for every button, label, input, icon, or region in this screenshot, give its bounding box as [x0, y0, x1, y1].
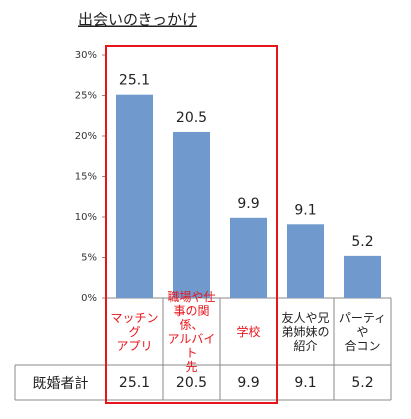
y-tick-label: 25%: [75, 91, 97, 102]
category-label: 学校: [236, 324, 261, 339]
data-label: 9.9: [237, 196, 259, 212]
data-label: 25.1: [119, 73, 150, 89]
table-value: 5.2: [351, 374, 374, 391]
y-tick-label: 5%: [81, 253, 97, 264]
table-value: 9.1: [294, 374, 317, 391]
table-value: 20.5: [175, 374, 208, 391]
table-value: 25.1: [118, 374, 151, 391]
chart-title: 出会いのきっかけ: [78, 11, 197, 29]
bar: [230, 217, 267, 298]
table-value: 9.9: [237, 374, 260, 391]
bar: [287, 224, 324, 298]
bar: [173, 131, 210, 298]
y-tick-label: 20%: [75, 131, 97, 142]
category-label: 職場や仕 事の関係、 アルバイト 先: [167, 290, 216, 374]
row-header: 既婚者計: [32, 375, 89, 392]
y-tick-label: 30%: [75, 50, 97, 61]
category-label: マッチング アプリ: [110, 310, 159, 353]
category-label: パーティや 合コン: [338, 310, 387, 353]
category-label: 友人や兄 弟姉妹の 紹介: [281, 310, 330, 353]
data-label: 20.5: [176, 110, 207, 126]
highlight-box: [105, 45, 278, 404]
data-label: 9.1: [294, 202, 316, 218]
bar: [116, 94, 153, 298]
y-tick-label: 10%: [75, 212, 97, 223]
data-label: 5.2: [351, 234, 373, 250]
y-tick-label: 0%: [81, 293, 97, 304]
bar: [344, 255, 381, 298]
y-tick-label: 15%: [75, 172, 97, 183]
